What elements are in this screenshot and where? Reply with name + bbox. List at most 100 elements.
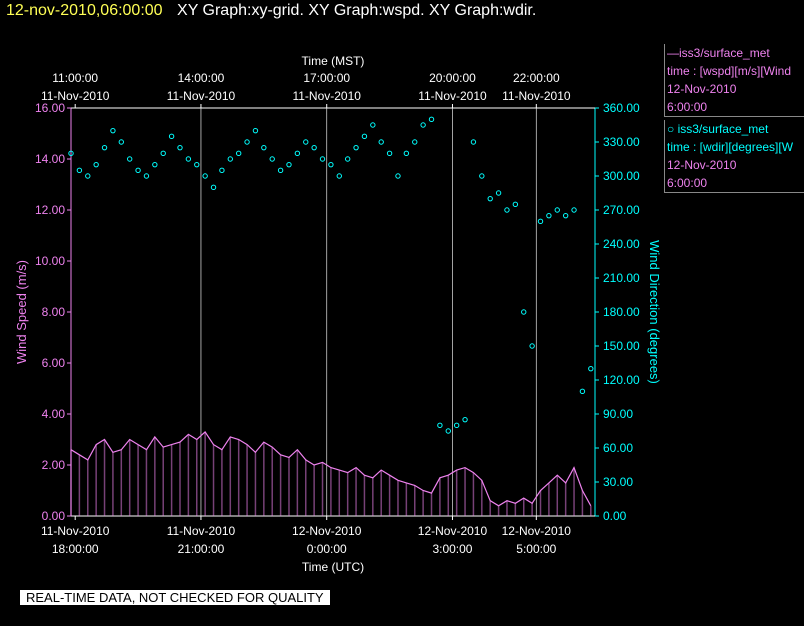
wdir-data-point bbox=[571, 207, 577, 213]
x-tick-label-bottom-date: 12-Nov-2010 bbox=[502, 524, 572, 538]
wdir-data-point bbox=[160, 150, 166, 157]
y-tick-label-right: 300.00 bbox=[603, 169, 640, 183]
y-tick-label-left: 2.00 bbox=[42, 458, 66, 472]
legend-wdir-name: iss3/surface_met bbox=[677, 122, 769, 136]
x-tick-label-top-date: 11-Nov-2010 bbox=[502, 89, 571, 103]
x-tick-label-bottom-date: 11-Nov-2010 bbox=[167, 524, 236, 538]
legend-wspd-name: iss3/surface_met bbox=[679, 46, 770, 60]
wdir-data-point bbox=[529, 343, 535, 349]
wdir-data-point bbox=[453, 422, 460, 429]
wdir-data-point bbox=[269, 156, 275, 162]
wdir-data-point bbox=[546, 212, 552, 219]
wdir-data-point bbox=[76, 167, 83, 174]
wdir-data-point bbox=[554, 207, 560, 213]
y-tick-label-right: 330.00 bbox=[603, 135, 640, 149]
wdir-data-point bbox=[311, 144, 317, 151]
wdir-data-point bbox=[202, 173, 208, 179]
wdir-data-point bbox=[68, 150, 74, 157]
y-tick-label-left: 8.00 bbox=[42, 305, 66, 319]
wdir-data-point bbox=[588, 365, 594, 372]
wdir-data-point bbox=[537, 218, 544, 225]
x-tick-label-bottom-time: 18:00:00 bbox=[52, 542, 99, 556]
wdir-data-point bbox=[294, 150, 301, 157]
y-tick-label-left: 10.00 bbox=[35, 254, 65, 268]
y-tick-label-left: 4.00 bbox=[42, 407, 66, 421]
x-tick-label-bottom-time: 5:00:00 bbox=[516, 542, 556, 556]
y-tick-label-right: 150.00 bbox=[603, 339, 640, 353]
wdir-data-point bbox=[152, 161, 158, 168]
legend-wdir-time: 6:00:00 bbox=[667, 176, 708, 190]
y-tick-label-right: 210.00 bbox=[603, 271, 640, 285]
wdir-data-point bbox=[370, 122, 376, 128]
x-tick-label-top-time: 20:00:00 bbox=[429, 71, 476, 85]
wdir-data-point bbox=[210, 184, 217, 191]
y-tick-label-right: 180.00 bbox=[603, 305, 640, 319]
wdir-data-point bbox=[504, 207, 510, 213]
wdir-data-point bbox=[286, 161, 292, 168]
wdir-data-point bbox=[353, 144, 359, 151]
x-axis-title-top: Time (MST) bbox=[302, 54, 365, 68]
wdir-data-point bbox=[328, 161, 334, 168]
wdir-data-point bbox=[168, 133, 175, 140]
quality-warning: REAL-TIME DATA, NOT CHECKED FOR QUALITY bbox=[20, 590, 330, 605]
wdir-data-point bbox=[428, 116, 435, 123]
wdir-data-point bbox=[336, 173, 342, 179]
legend-wdir[interactable]: ○ iss3/surface_met time : [wdir][degrees… bbox=[664, 120, 804, 193]
x-tick-label-bottom-time: 0:00:00 bbox=[307, 542, 347, 556]
x-tick-label-bottom-date: 12-Nov-2010 bbox=[418, 524, 488, 538]
wdir-data-point bbox=[110, 127, 116, 134]
legend-wdir-date: 12-Nov-2010 bbox=[667, 158, 737, 172]
wdir-data-point bbox=[277, 167, 284, 174]
wdir-data-point bbox=[227, 156, 233, 162]
wdir-data-point bbox=[177, 144, 183, 151]
y-tick-label-right: 360.00 bbox=[603, 101, 640, 115]
wdir-data-point bbox=[487, 195, 493, 202]
wdir-data-point bbox=[512, 201, 519, 208]
y-tick-label-left: 0.00 bbox=[42, 509, 66, 523]
wdir-data-point bbox=[135, 167, 141, 174]
wdir-data-point bbox=[495, 190, 502, 196]
x-tick-label-bottom-time: 3:00:00 bbox=[432, 542, 472, 556]
legend-wdir-desc: time : [wdir][degrees][W bbox=[667, 140, 794, 154]
wdir-data-point bbox=[479, 173, 485, 179]
legend-wspd-date: 12-Nov-2010 bbox=[667, 82, 737, 96]
wdir-data-point bbox=[395, 173, 401, 179]
wdir-data-point bbox=[378, 139, 384, 145]
x-tick-label-top-time: 14:00:00 bbox=[178, 71, 225, 85]
wdir-data-point bbox=[85, 173, 91, 179]
wdir-data-point bbox=[235, 150, 242, 157]
wdir-data-point bbox=[244, 139, 250, 145]
wdir-data-point bbox=[462, 416, 468, 423]
y-tick-label-right: 90.00 bbox=[603, 407, 633, 421]
x-axis-title-bottom: Time (UTC) bbox=[302, 560, 364, 574]
legend-wspd[interactable]: —iss3/surface_met time : [wspd][m/s][Win… bbox=[664, 44, 804, 117]
x-tick-label-top-time: 22:00:00 bbox=[513, 71, 560, 85]
wdir-data-point bbox=[219, 167, 225, 174]
wdir-data-point bbox=[261, 144, 267, 151]
wdir-data-point bbox=[470, 139, 477, 145]
wdir-data-point bbox=[252, 127, 259, 134]
y-tick-label-right: 270.00 bbox=[603, 203, 640, 217]
wdir-data-point bbox=[118, 139, 125, 145]
legend-wspd-time: 6:00:00 bbox=[667, 100, 708, 114]
wdir-data-point bbox=[420, 122, 426, 128]
x-tick-label-top-date: 11-Nov-2010 bbox=[418, 89, 487, 103]
legend-wspd-desc: time : [wspd][m/s][Wind bbox=[667, 64, 792, 78]
wdir-data-point bbox=[445, 428, 451, 434]
wdir-data-point bbox=[143, 173, 150, 179]
x-tick-label-top-date: 11-Nov-2010 bbox=[167, 89, 236, 103]
wdir-data-point bbox=[403, 150, 410, 157]
y-tick-label-right: 30.00 bbox=[603, 475, 633, 489]
wdir-data-point bbox=[437, 422, 443, 429]
x-tick-label-top-date: 11-Nov-2010 bbox=[292, 89, 361, 103]
x-tick-label-top-time: 17:00:00 bbox=[303, 71, 350, 85]
x-tick-label-top-time: 11:00:00 bbox=[52, 71, 98, 85]
y-axis-title-right: Wind Direction (degrees) bbox=[647, 240, 662, 384]
y-tick-label-right: 120.00 bbox=[603, 373, 640, 387]
x-tick-label-top-date: 11-Nov-2010 bbox=[41, 89, 110, 103]
legend-line-swatch: — bbox=[667, 46, 679, 60]
y-tick-label-left: 14.00 bbox=[35, 152, 65, 166]
wdir-data-point bbox=[101, 144, 108, 151]
legend-circle-icon: ○ bbox=[667, 122, 678, 136]
